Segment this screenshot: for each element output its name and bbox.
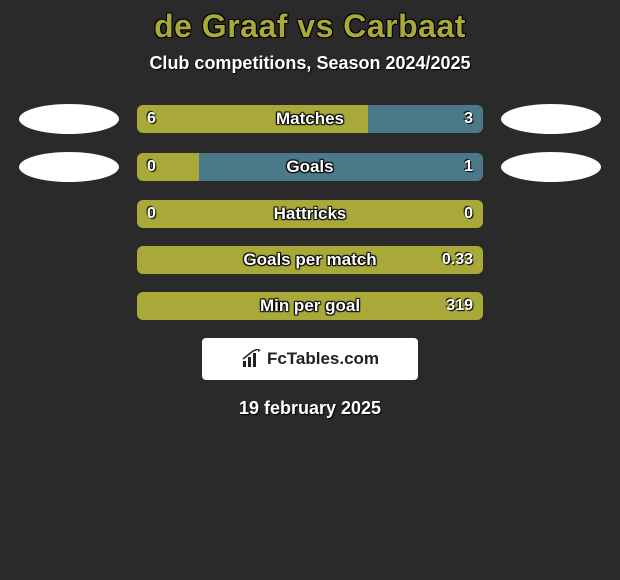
stat-bar: 63Matches (137, 105, 483, 133)
player-right-marker (501, 104, 601, 134)
page-title: de Graaf vs Carbaat (0, 8, 620, 45)
player-left-marker (19, 152, 119, 182)
stat-bar: 319Min per goal (137, 292, 483, 320)
stat-label: Goals (137, 153, 483, 181)
stat-label: Matches (137, 105, 483, 133)
stat-label: Goals per match (137, 246, 483, 274)
stat-label: Hattricks (137, 200, 483, 228)
logo-box[interactable]: FcTables.com (202, 338, 418, 380)
player-left-marker (19, 104, 119, 134)
subtitle: Club competitions, Season 2024/2025 (0, 53, 620, 74)
chart-icon (241, 349, 263, 369)
stat-row: 00Hattricks (0, 200, 620, 228)
player-right-marker (501, 152, 601, 182)
stat-row: 0.33Goals per match (0, 246, 620, 274)
comparison-card: de Graaf vs Carbaat Club competitions, S… (0, 0, 620, 419)
logo-text: FcTables.com (267, 349, 379, 369)
stat-row: 63Matches (0, 104, 620, 134)
stat-row: 01Goals (0, 152, 620, 182)
stat-bar: 01Goals (137, 153, 483, 181)
date-label: 19 february 2025 (0, 398, 620, 419)
stat-bar: 00Hattricks (137, 200, 483, 228)
stat-label: Min per goal (137, 292, 483, 320)
stat-bar: 0.33Goals per match (137, 246, 483, 274)
stat-row: 319Min per goal (0, 292, 620, 320)
stats-list: 63Matches 01Goals 00Hattricks 0.33Goals per… (0, 104, 620, 320)
